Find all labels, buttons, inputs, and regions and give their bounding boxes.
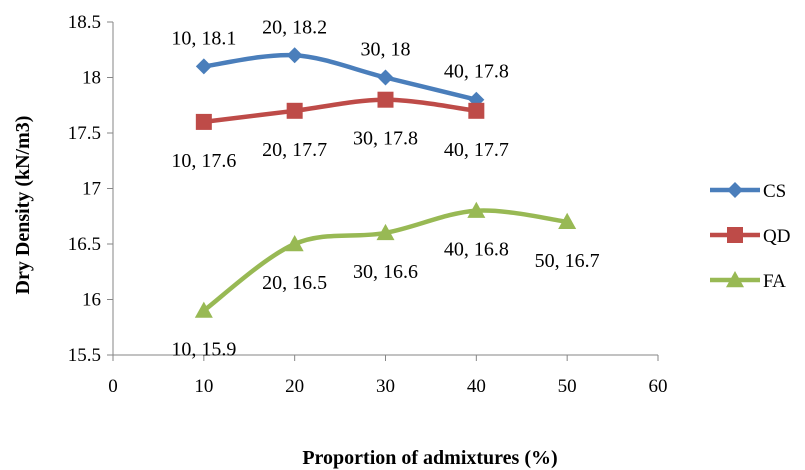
legend-label-fa: FA <box>763 271 786 292</box>
series-cs <box>195 47 485 108</box>
x-tick-label: 10 <box>194 376 213 397</box>
data-label-fa: 10, 15.9 <box>171 339 236 361</box>
y-tick-label: 16.5 <box>68 234 101 255</box>
y-tick-label: 17.5 <box>68 123 101 144</box>
data-point-fa <box>467 201 486 218</box>
data-point-fa <box>285 235 304 252</box>
series-layer <box>194 47 577 318</box>
x-tick-label: 60 <box>649 376 668 397</box>
legend: CS QD FA <box>710 181 790 292</box>
data-label-qd: 10, 17.6 <box>171 150 236 172</box>
legend-label-qd: QD <box>763 226 790 247</box>
data-label-fa: 30, 16.6 <box>353 261 418 283</box>
data-point-qd <box>195 113 212 130</box>
data-point-cs <box>286 47 303 64</box>
legend-item-cs: CS <box>710 181 786 202</box>
data-point-fa <box>194 301 213 318</box>
x-axis-title: Proportion of admixtures (%) <box>302 447 557 469</box>
series-fa <box>194 201 577 318</box>
x-tick-label: 40 <box>467 376 486 397</box>
data-label-qd: 40, 17.7 <box>444 139 509 161</box>
legend-marker-cs <box>727 182 743 198</box>
data-point-fa <box>558 212 577 229</box>
y-tick-label: 18.5 <box>68 12 101 33</box>
data-label-fa: 50, 16.7 <box>535 250 600 272</box>
series-qd <box>195 91 485 130</box>
y-tick-label: 18 <box>82 68 101 89</box>
y-tick-label: 16 <box>82 290 101 311</box>
x-tick-label: 50 <box>558 376 577 397</box>
legend-item-qd: QD <box>710 226 790 247</box>
data-point-qd <box>468 102 485 119</box>
data-label-fa: 20, 16.5 <box>262 272 327 294</box>
x-tick-label: 30 <box>376 376 395 397</box>
axes: 15.5 16 16.5 17 17.5 18 18.5 0 10 20 30 40 50 60 <box>68 12 668 397</box>
x-tick-label: 20 <box>285 376 304 397</box>
data-label-qd: 20, 17.7 <box>262 139 327 161</box>
y-tick-label: 17 <box>82 179 101 200</box>
data-point-fa <box>376 223 395 241</box>
data-point-qd <box>377 91 394 108</box>
data-label-cs: 10, 18.1 <box>171 27 236 49</box>
data-label-cs: 20, 18.2 <box>262 16 327 38</box>
data-label-cs: 30, 18 <box>361 39 411 61</box>
data-point-qd <box>286 102 303 119</box>
series-line-cs <box>201 52 479 102</box>
data-label-qd: 30, 17.8 <box>353 128 418 150</box>
data-point-cs <box>195 58 212 75</box>
legend-label-cs: CS <box>763 181 786 202</box>
x-tick-label: 0 <box>108 376 118 397</box>
series-line-qd <box>201 97 479 125</box>
data-label-cs: 40, 17.8 <box>444 61 509 83</box>
legend-marker-qd <box>727 227 743 243</box>
data-label-fa: 40, 16.8 <box>444 239 509 261</box>
legend-marker-fa <box>726 271 744 288</box>
data-point-cs <box>377 69 394 86</box>
legend-item-fa: FA <box>710 271 786 292</box>
data-labels: 10, 18.1 20, 18.2 30, 18 40, 17.8 10, 17.6 20… <box>171 16 599 360</box>
y-tick-label: 15.5 <box>68 345 101 366</box>
y-axis-title: Dry Density (kN/m3) <box>12 116 34 295</box>
